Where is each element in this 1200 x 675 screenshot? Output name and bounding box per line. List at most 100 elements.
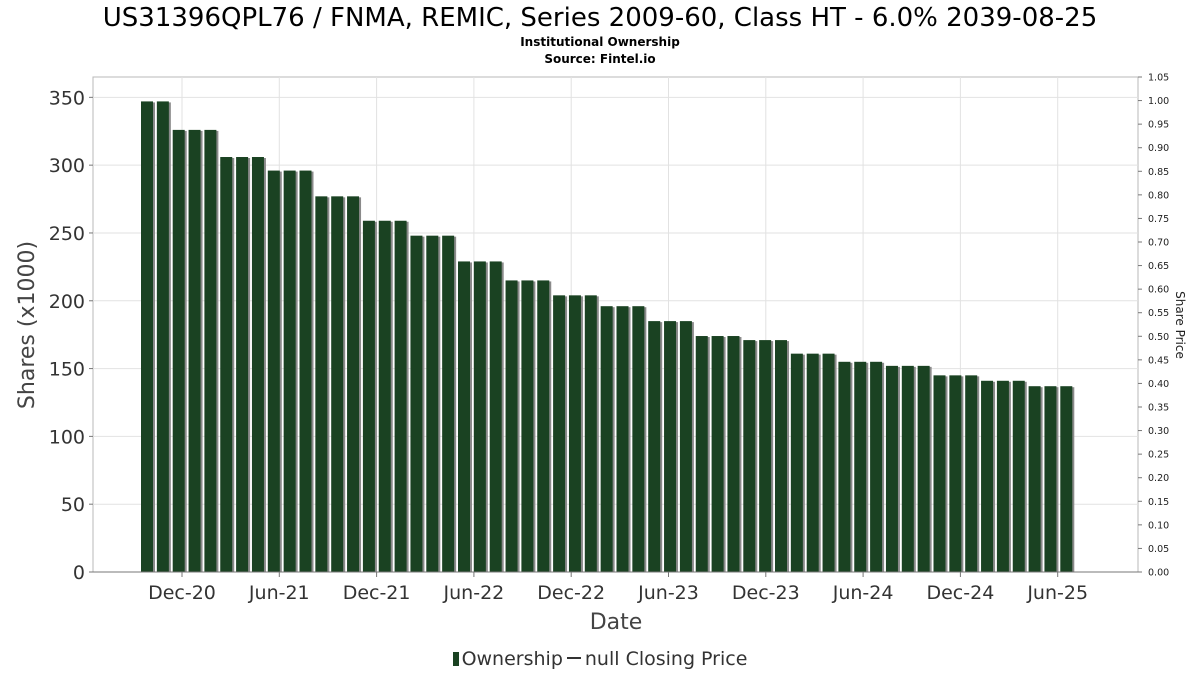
bar [521, 280, 534, 572]
y-tick-label: 350 [49, 87, 85, 109]
x-tick-label: Dec-24 [926, 582, 994, 604]
bar [616, 306, 629, 572]
bar [885, 365, 898, 572]
bar [584, 295, 597, 572]
y2-tick-label: 0.85 [1148, 167, 1169, 178]
legend-closing-price-label: null Closing Price [584, 648, 748, 670]
bar [568, 295, 581, 572]
bar [600, 306, 613, 572]
bar [505, 280, 518, 572]
legend-ownership-swatch [452, 652, 459, 666]
bar [1060, 386, 1073, 572]
bar [553, 295, 566, 572]
y2-tick-label: 0.65 [1148, 261, 1169, 272]
y2-tick-label: 0.70 [1148, 238, 1169, 249]
bar [172, 129, 185, 572]
bar [727, 336, 740, 572]
x-tick-label: Jun-23 [637, 582, 699, 604]
bar [759, 340, 772, 572]
bar [822, 353, 835, 572]
bar [1012, 380, 1025, 572]
bar [981, 380, 994, 572]
x-axis-title: Date [590, 610, 643, 635]
bar [933, 375, 946, 572]
bar [283, 170, 296, 572]
y-tick-label: 300 [49, 155, 85, 177]
y2-tick-label: 1.00 [1148, 96, 1169, 107]
bar [806, 353, 819, 572]
y2-axis-title: Share Price [1173, 291, 1187, 359]
bar [188, 129, 201, 572]
y-tick-label: 100 [49, 426, 85, 448]
bar [141, 101, 153, 573]
x-tick-label: Jun-22 [443, 582, 505, 604]
bar [299, 170, 312, 572]
y2-tick-label: 0.30 [1148, 426, 1169, 437]
bar [949, 375, 962, 572]
y2-tick-label: 0.80 [1148, 190, 1169, 201]
x-tick-label: Dec-22 [537, 582, 605, 604]
bar [489, 261, 502, 572]
bar [426, 235, 439, 572]
bar [743, 340, 756, 572]
bar [838, 361, 851, 572]
y-tick-label: 150 [49, 359, 85, 381]
x-tick-label: Dec-21 [343, 582, 411, 604]
bar [775, 340, 787, 572]
y-tick-label: 200 [49, 291, 85, 313]
bar [220, 157, 233, 572]
legend-closing-price-swatch [566, 657, 581, 659]
x-tick-label: Jun-25 [1026, 582, 1088, 604]
x-tick-label: Dec-23 [732, 582, 800, 604]
bar [347, 196, 360, 572]
plot-area [92, 76, 1139, 573]
bar [711, 336, 724, 572]
bar [204, 129, 217, 572]
y2-tick-label: 0.50 [1148, 332, 1169, 343]
legend-ownership-label: Ownership [461, 648, 563, 670]
chart-title: US31396QPL76 / FNMA, REMIC, Series 2009-… [102, 3, 1098, 33]
bar [1044, 386, 1057, 572]
y2-tick-label: 0.15 [1148, 497, 1169, 508]
chart-source: Source: Fintel.io [544, 52, 656, 66]
y2-tick-label: 1.05 [1148, 73, 1169, 84]
y2-tick-label: 0.00 [1148, 568, 1169, 579]
y2-tick-label: 0.55 [1148, 308, 1169, 319]
bar [236, 157, 249, 572]
x-tick-label: Jun-21 [248, 582, 310, 604]
bar [362, 220, 375, 572]
bar [251, 157, 264, 572]
y2-tick-label: 0.60 [1148, 285, 1169, 296]
bar [917, 365, 930, 572]
y2-tick-label: 0.75 [1148, 214, 1169, 225]
bar [679, 321, 692, 572]
bar [695, 336, 708, 572]
y2-tick-label: 0.20 [1148, 473, 1169, 484]
bar [537, 280, 550, 572]
bar [267, 170, 280, 572]
bar [664, 321, 677, 572]
bar [156, 101, 169, 573]
bar [394, 220, 407, 572]
chart-legend: Ownership null Closing Price [0, 647, 1200, 671]
bar [901, 365, 914, 572]
y2-tick-label: 0.95 [1148, 120, 1169, 131]
bar [870, 361, 883, 572]
chart-subtitle: Institutional Ownership [520, 35, 680, 49]
x-tick-label: Dec-20 [148, 582, 216, 604]
y2-tick-label: 0.45 [1148, 355, 1169, 366]
bar [648, 321, 661, 572]
y2-tick-label: 0.05 [1148, 544, 1169, 555]
x-tick-label: Jun-24 [832, 582, 894, 604]
y-axis-title: Shares (x1000) [15, 241, 40, 409]
bar [473, 261, 486, 572]
bar [996, 380, 1009, 572]
y2-tick-label: 0.10 [1148, 520, 1169, 531]
y-tick-label: 250 [49, 223, 85, 245]
bar [458, 261, 470, 572]
bar [315, 196, 328, 572]
y-tick-label: 0 [73, 562, 85, 584]
bar [965, 375, 978, 572]
bar [378, 220, 391, 572]
